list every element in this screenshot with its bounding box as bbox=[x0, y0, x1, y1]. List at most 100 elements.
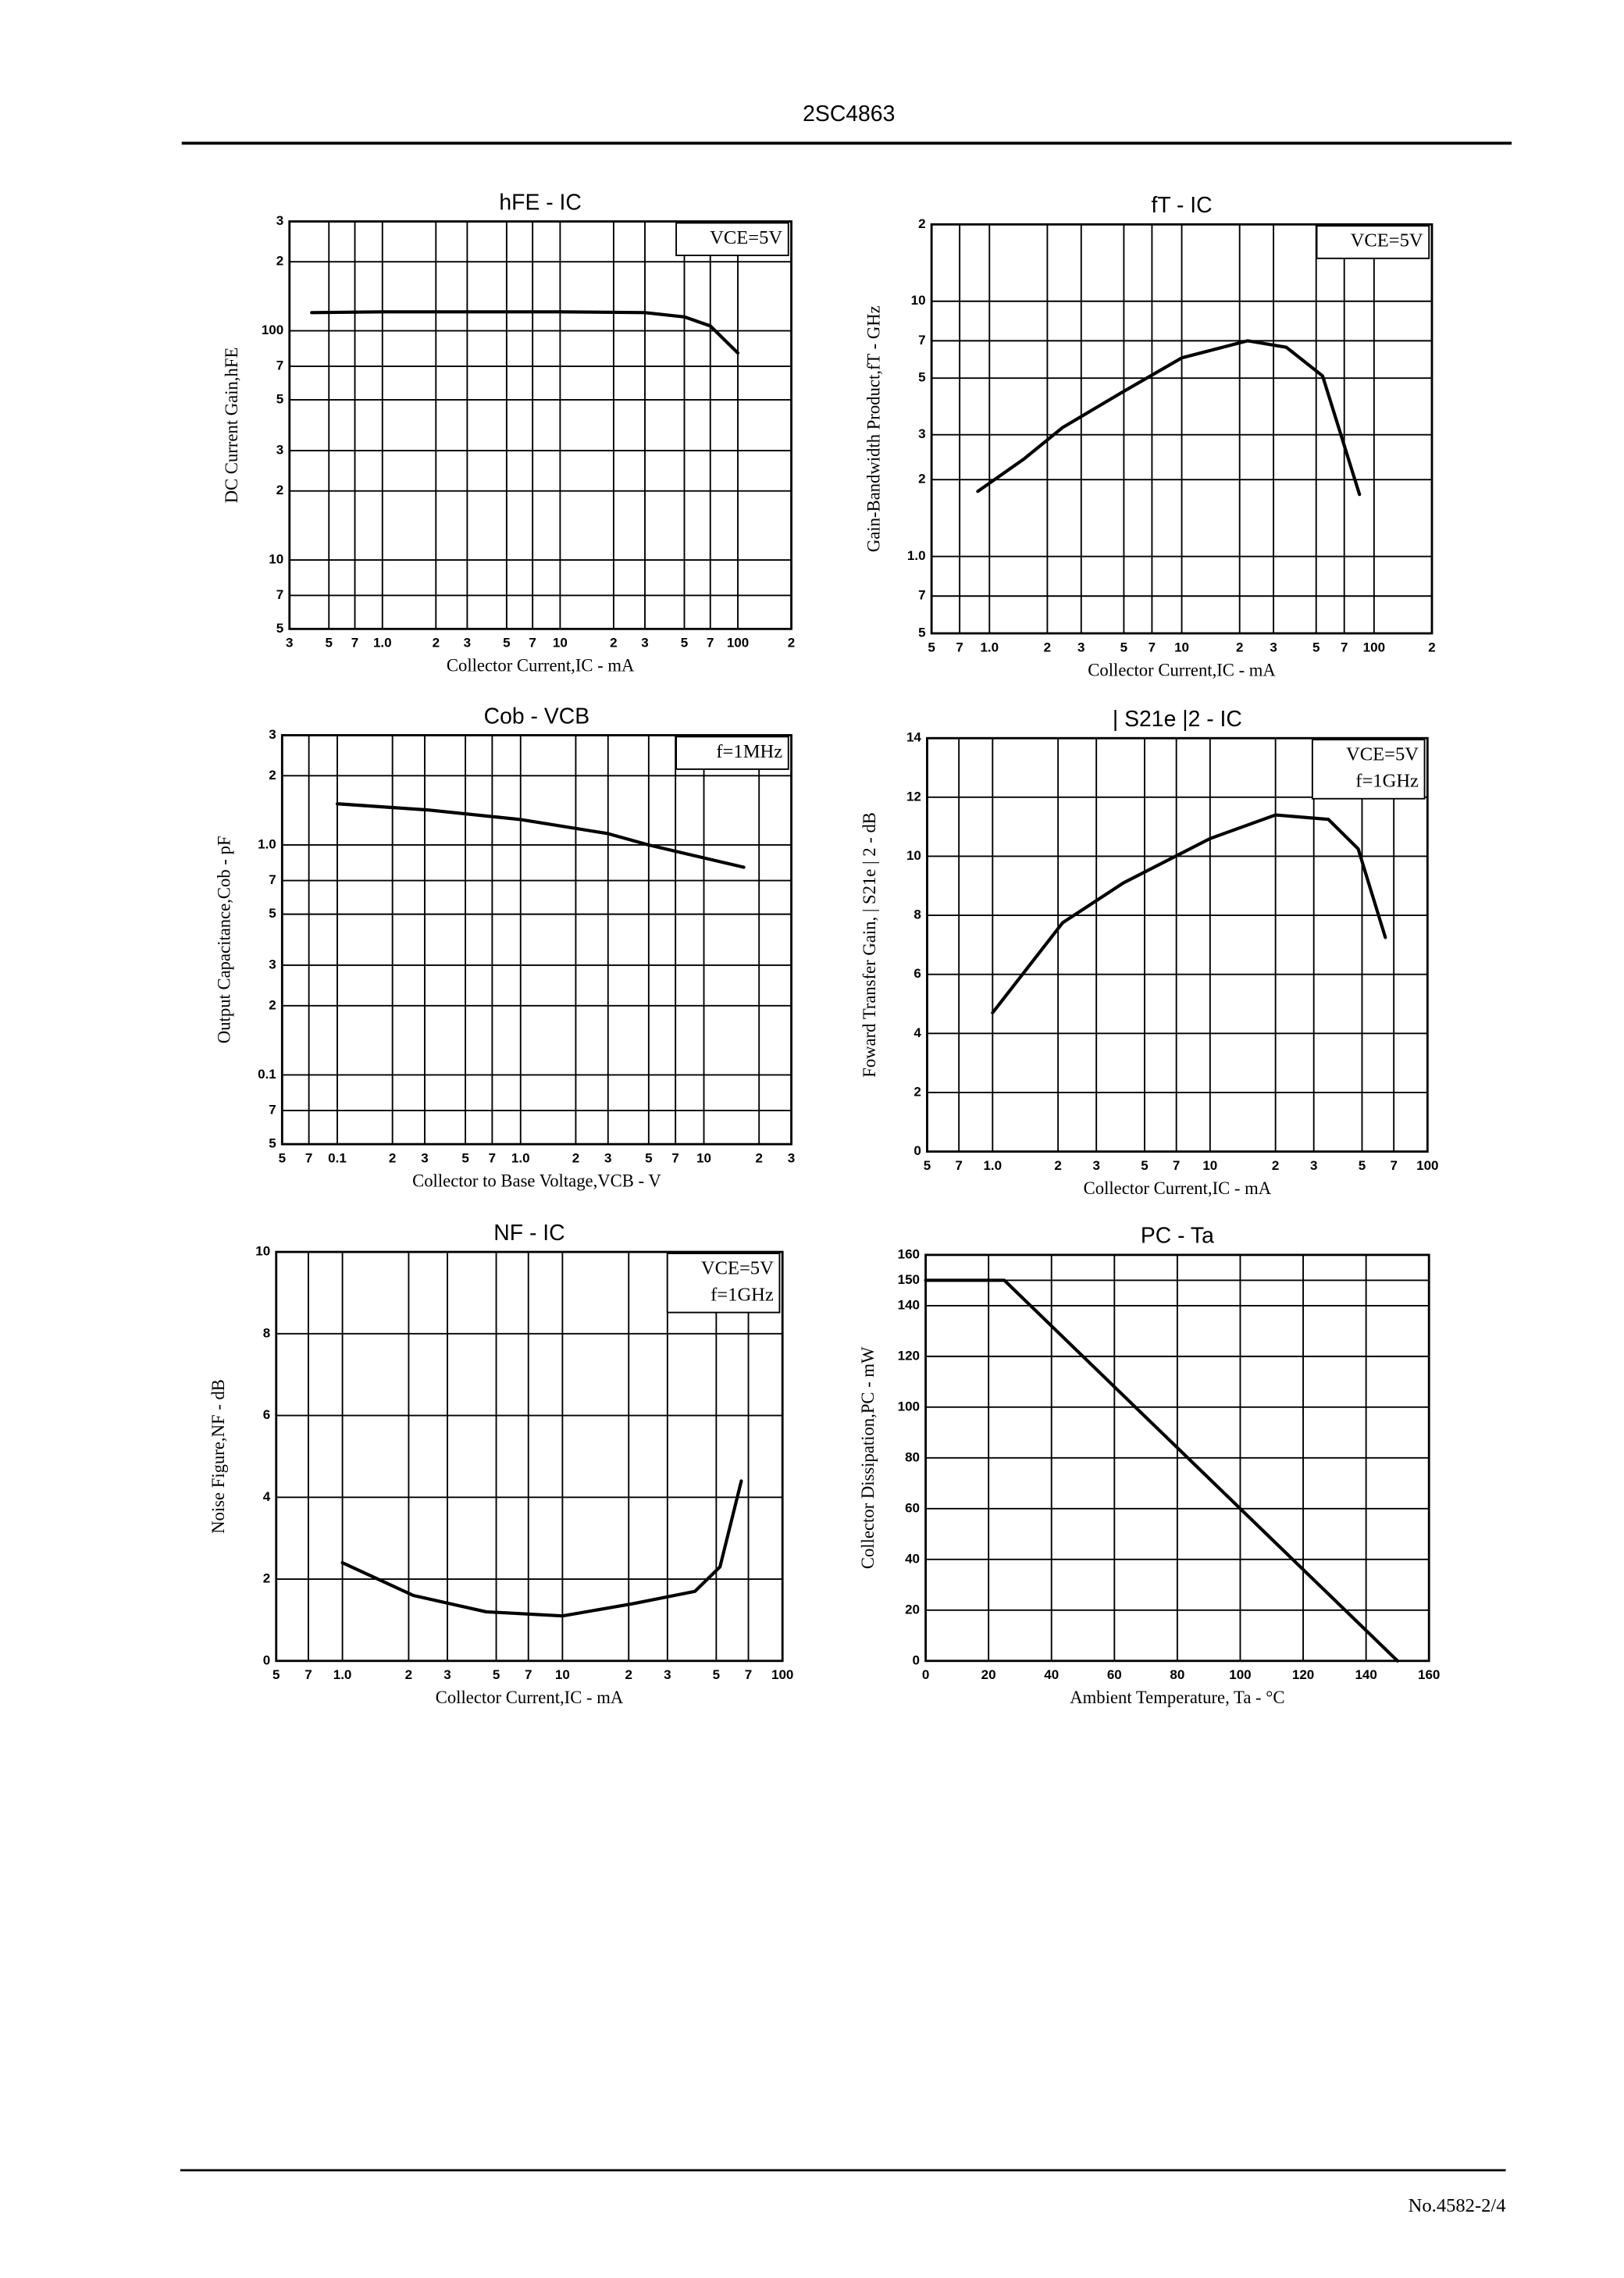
chart: 5 7 1.0 2 3 5 7 10 2 3 5 7 100 0 2 4 6 8 10 NF - IC Collecto… bbox=[208, 1221, 793, 1707]
y-tick-label: 6 bbox=[263, 1407, 270, 1422]
y-axis-label: Noise Figure,NF - dB bbox=[208, 1379, 228, 1534]
chart: 5 7 1.0 2 3 5 7 10 2 3 5 7 100 0 2 4 6 8 10 12 14 | S21e |2 -… bbox=[860, 707, 1439, 1198]
x-tick-label: 2 bbox=[1428, 640, 1435, 654]
x-tick-label: 7 bbox=[305, 1151, 312, 1166]
x-tick-label: 7 bbox=[745, 1667, 752, 1682]
annotation: VCE=5V bbox=[701, 1257, 774, 1278]
x-tick-label: 20 bbox=[981, 1667, 996, 1682]
y-axis-label: Output Capacitance,Cob - pF bbox=[215, 836, 234, 1043]
y-axis-label: Collector Dissipation,PC - mW bbox=[858, 1346, 878, 1569]
x-tick-label: 10 bbox=[1174, 640, 1189, 654]
x-tick-label: 1.0 bbox=[980, 640, 999, 654]
x-tick-label: 3 bbox=[664, 1667, 671, 1682]
y-tick-label: 8 bbox=[263, 1325, 270, 1340]
annotation-box bbox=[675, 222, 789, 256]
y-tick-label: 4 bbox=[263, 1489, 271, 1504]
chart: 5 7 0.1 2 3 5 7 1.0 2 3 5 7 10 2 3 5 7 0.1 2 3 5 7 1.0 2 3 Cob - … bbox=[215, 704, 796, 1190]
chart-title: PC - Ta bbox=[1141, 1224, 1214, 1249]
x-tick-label: 7 bbox=[489, 1151, 496, 1166]
x-tick-label: 7 bbox=[304, 1667, 312, 1682]
x-tick-label: 3 bbox=[788, 1151, 795, 1166]
y-tick-label: 3 bbox=[269, 727, 276, 742]
y-tick-label: 2 bbox=[918, 472, 925, 487]
x-tick-label: 3 bbox=[641, 636, 648, 651]
y-tick-label: 2 bbox=[276, 483, 283, 497]
plot-frame bbox=[275, 1250, 784, 1663]
x-tick-label: 80 bbox=[1170, 1667, 1184, 1682]
y-tick-label: 10 bbox=[269, 552, 283, 567]
footer-page: No.4582-2/4 bbox=[1409, 2195, 1506, 2216]
y-tick-label: 150 bbox=[898, 1272, 920, 1287]
y-tick-label: 4 bbox=[914, 1025, 921, 1040]
x-tick-label: 7 bbox=[529, 636, 536, 651]
y-tick-label: 100 bbox=[262, 323, 283, 337]
x-axis-label: Collector Current,IC - mA bbox=[1088, 660, 1276, 679]
x-tick-label: 3 bbox=[286, 636, 293, 651]
y-tick-label: 8 bbox=[914, 907, 921, 922]
data-line bbox=[991, 813, 1387, 1014]
x-tick-label: 60 bbox=[1107, 1667, 1122, 1682]
annotation-box bbox=[675, 736, 789, 770]
y-tick-label: 100 bbox=[898, 1399, 920, 1414]
x-tick-label: 5 bbox=[279, 1151, 286, 1166]
x-tick-label: 5 bbox=[503, 636, 510, 651]
x-tick-label: 100 bbox=[771, 1667, 793, 1682]
y-axis-label: Foward Transfer Gain, | S21e | 2 - dB bbox=[860, 812, 879, 1078]
y-tick-label: 10 bbox=[255, 1244, 270, 1259]
x-tick-label: 2 bbox=[405, 1667, 412, 1682]
y-tick-label: 140 bbox=[898, 1297, 920, 1312]
chart: 0 20 40 60 80 100 120 140 160 0 20 40 60 80 100 120 140 1… bbox=[858, 1224, 1440, 1707]
y-tick-label: 20 bbox=[905, 1602, 920, 1617]
y-tick-label: 2 bbox=[914, 1084, 921, 1099]
x-axis-label: Collector to Base Voltage,VCB - V bbox=[412, 1171, 661, 1190]
x-tick-label: 160 bbox=[1418, 1667, 1440, 1682]
y-tick-label: 2 bbox=[269, 768, 276, 783]
x-tick-label: 3 bbox=[604, 1151, 611, 1166]
annotation: VCE=5V bbox=[1351, 230, 1423, 251]
y-tick-label: 5 bbox=[269, 906, 276, 921]
data-line bbox=[924, 1278, 1400, 1663]
x-tick-label: 5 bbox=[493, 1667, 500, 1682]
x-axis-label: Collector Current,IC - mA bbox=[447, 656, 635, 676]
x-tick-label: 7 bbox=[1390, 1158, 1397, 1173]
x-tick-label: 0 bbox=[922, 1667, 929, 1682]
x-tick-label: 7 bbox=[956, 640, 963, 654]
y-tick-label: 120 bbox=[898, 1348, 920, 1363]
annotation: f=1GHz bbox=[710, 1284, 774, 1305]
x-tick-label: 120 bbox=[1292, 1667, 1314, 1682]
x-tick-label: 100 bbox=[1416, 1158, 1438, 1173]
x-axis-label: Ambient Temperature, Ta - °C bbox=[1070, 1688, 1284, 1707]
x-tick-label: 2 bbox=[1044, 640, 1051, 654]
x-tick-label: 3 bbox=[1092, 1158, 1099, 1173]
x-tick-label: 5 bbox=[1312, 640, 1320, 654]
x-tick-label: 5 bbox=[713, 1667, 720, 1682]
x-tick-label: 2 bbox=[788, 636, 795, 651]
x-tick-label: 5 bbox=[326, 636, 333, 651]
x-tick-label: 5 bbox=[272, 1667, 280, 1682]
chart-title: | S21e |2 - IC bbox=[1113, 707, 1242, 732]
y-tick-label: 5 bbox=[276, 391, 283, 406]
chart: 5 7 1.0 2 3 5 7 10 2 3 5 7 100 2 5 7 1.0 2 3 5 7 10 2 fT - IC Co… bbox=[864, 193, 1435, 679]
x-tick-label: 2 bbox=[572, 1151, 579, 1166]
x-tick-label: 7 bbox=[671, 1151, 678, 1166]
y-tick-label: 0 bbox=[913, 1652, 920, 1667]
x-tick-label: 0.1 bbox=[328, 1151, 347, 1166]
x-tick-label: 2 bbox=[433, 636, 440, 651]
y-tick-label: 80 bbox=[905, 1449, 920, 1464]
x-tick-label: 2 bbox=[1054, 1158, 1061, 1173]
y-tick-label: 1.0 bbox=[258, 836, 276, 851]
plot-frame bbox=[288, 220, 792, 630]
x-tick-label: 3 bbox=[443, 1667, 451, 1682]
data-line bbox=[340, 1479, 743, 1618]
x-tick-label: 10 bbox=[696, 1151, 711, 1166]
y-tick-label: 7 bbox=[269, 872, 276, 887]
x-tick-label: 2 bbox=[1236, 640, 1243, 654]
chart-title: NF - IC bbox=[493, 1221, 564, 1246]
x-tick-label: 3 bbox=[1310, 1158, 1317, 1173]
annotation-box bbox=[1311, 739, 1426, 800]
x-axis-label: Collector Current,IC - mA bbox=[436, 1688, 624, 1707]
chart-title: hFE - IC bbox=[499, 190, 582, 215]
x-tick-label: 1.0 bbox=[373, 636, 392, 651]
